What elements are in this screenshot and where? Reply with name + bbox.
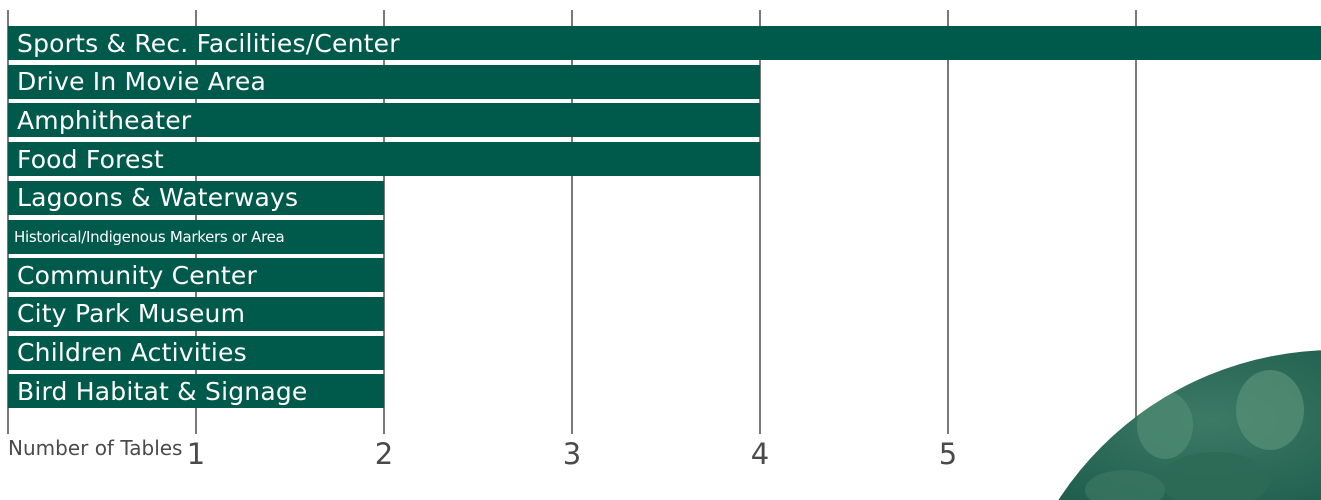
x-tick-label: 5 xyxy=(938,437,958,471)
bar: Community Center xyxy=(8,258,384,293)
bar: Lagoons & Waterways xyxy=(8,180,384,215)
decorative-photo xyxy=(1005,350,1321,500)
bar: Children Activities xyxy=(8,335,384,370)
x-tick-label: 2 xyxy=(374,437,394,471)
x-tick-label: 1 xyxy=(186,437,206,471)
bar: Drive In Movie Area xyxy=(8,64,760,99)
bar: Bird Habitat & Signage xyxy=(8,374,384,409)
gridline xyxy=(947,10,949,434)
bar: Historical/Indigenous Markers or Area xyxy=(8,219,384,254)
gridline xyxy=(1135,10,1137,434)
x-axis-title: Number of Tables xyxy=(8,436,183,460)
bar: Food Forest xyxy=(8,142,760,177)
gridline xyxy=(571,10,573,434)
gridline xyxy=(383,10,385,434)
gridline xyxy=(759,10,761,434)
bar: Amphitheater xyxy=(8,103,760,138)
x-tick-label: 4 xyxy=(750,437,770,471)
bar: City Park Museum xyxy=(8,296,384,331)
x-tick-label: 3 xyxy=(562,437,582,471)
bar-chart: Sports & Rec. Facilities/Center Drive In … xyxy=(7,10,1321,500)
bar: Sports & Rec. Facilities/Center xyxy=(8,26,1321,60)
